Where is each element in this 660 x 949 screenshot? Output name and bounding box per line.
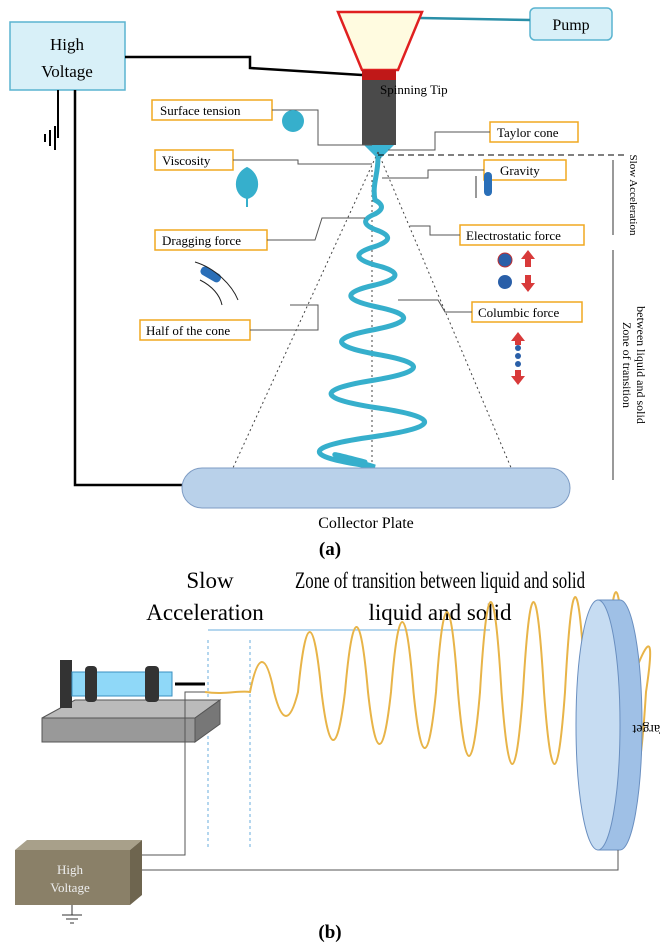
icon xyxy=(200,266,222,283)
shape xyxy=(515,353,521,359)
pump-base xyxy=(194,699,221,743)
leader xyxy=(410,225,460,236)
caption: (a) xyxy=(319,539,341,560)
ground xyxy=(44,90,59,150)
panel-b: Slow Acceleration Zone of transition bet… xyxy=(15,568,660,943)
label: Zone of transition between liquid and so… xyxy=(295,568,585,593)
leader xyxy=(267,217,365,241)
label: Viscosity xyxy=(162,153,211,168)
icon xyxy=(521,250,535,292)
pump-part xyxy=(85,666,97,702)
funnel xyxy=(336,10,424,72)
label: Pump xyxy=(552,17,589,34)
label: Slow xyxy=(186,568,234,593)
hv-box xyxy=(15,850,130,905)
hv-box xyxy=(15,840,142,850)
panel-a: High Voltage Pump Spinning Tip Collector… xyxy=(9,7,648,560)
icon xyxy=(282,110,304,132)
leader xyxy=(250,304,319,331)
wire xyxy=(142,691,205,856)
target-face xyxy=(575,599,621,851)
tip-top xyxy=(362,70,396,80)
wire xyxy=(125,55,363,77)
label: Acceleration xyxy=(146,600,264,625)
label: Voltage xyxy=(50,880,90,895)
wire xyxy=(142,850,619,871)
leader xyxy=(272,109,372,146)
label: Slow Acceleration xyxy=(627,155,639,236)
label: Electrostatic force xyxy=(466,228,561,243)
collector-plate xyxy=(181,467,571,509)
label: Dragging force xyxy=(162,233,241,248)
icon xyxy=(498,275,512,289)
leader xyxy=(233,159,372,165)
shape xyxy=(515,345,521,351)
label: Taylor cone xyxy=(497,125,559,140)
label: liquid and solid xyxy=(368,600,512,625)
icon xyxy=(235,166,259,207)
ground xyxy=(62,905,82,924)
label: Collector Plate xyxy=(318,515,414,532)
high-voltage-box xyxy=(9,21,126,91)
icon xyxy=(484,172,492,196)
label: Gravity xyxy=(500,163,540,178)
label: Voltage xyxy=(41,62,93,81)
label: Target xyxy=(632,721,660,736)
label: Columbic force xyxy=(478,305,559,320)
leader xyxy=(382,169,484,179)
spinning-tip xyxy=(362,80,396,145)
wire xyxy=(73,90,185,487)
tube xyxy=(419,16,531,22)
label: between liquid and solid xyxy=(634,306,648,424)
label: Half of the cone xyxy=(146,323,230,338)
shape xyxy=(515,361,521,367)
pump-box xyxy=(529,7,613,41)
jet-spiral xyxy=(317,155,428,470)
pump-part xyxy=(145,666,159,702)
label: Surface tension xyxy=(160,103,241,118)
leader xyxy=(388,131,490,151)
pump-part xyxy=(60,660,72,708)
icon xyxy=(194,261,239,306)
icon xyxy=(511,332,525,385)
pump-base xyxy=(41,717,196,743)
caption: (b) xyxy=(318,922,341,943)
taylor-cone xyxy=(364,145,394,160)
label: Zone of transition xyxy=(620,322,634,408)
icon xyxy=(497,252,513,268)
hv-box xyxy=(130,840,142,905)
cone-line xyxy=(231,151,379,471)
label: High xyxy=(57,862,84,877)
label: High xyxy=(50,35,85,54)
label: Spinning Tip xyxy=(380,82,448,97)
leader xyxy=(398,299,472,313)
